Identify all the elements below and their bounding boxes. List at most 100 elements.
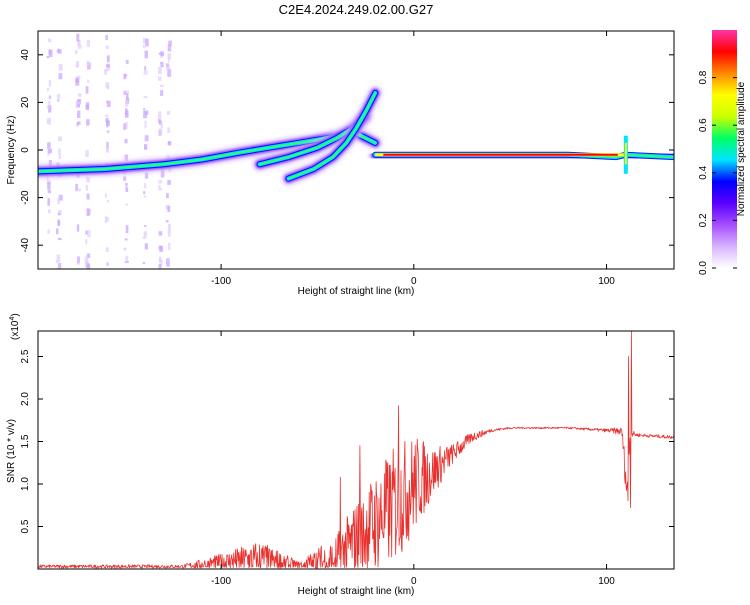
heatmap-speckle — [158, 264, 162, 269]
heatmap-speckle — [48, 160, 52, 166]
spectrogram-x-tick-label: 0 — [411, 276, 417, 287]
heatmap-ridges — [38, 85, 674, 186]
heatmap-speckle — [75, 77, 80, 83]
heatmap-speckle — [124, 99, 129, 107]
heatmap-speckle — [56, 254, 61, 263]
heatmap-speckle — [105, 247, 109, 252]
heatmap-speckle — [144, 224, 147, 228]
snr-y-ticks: 0.5 1.0 1.5 2.0 2.5 — [20, 349, 674, 533]
heatmap-speckle — [167, 231, 171, 237]
spectrogram-x-ticks: -100 0 100 — [211, 31, 615, 287]
heatmap-speckle — [57, 237, 62, 241]
heatmap-speckle — [166, 193, 169, 199]
heatmap-speckle — [86, 253, 91, 259]
heatmap-speckle — [76, 110, 81, 119]
colorbar: 0.0 0.2 0.4 0.6 0.8 Normalized spectral ampl… — [698, 30, 747, 275]
heatmap-speckle — [144, 137, 147, 142]
heatmap-speckle — [159, 84, 164, 88]
heatmap-speckle — [158, 111, 162, 120]
colorbar-tick-label: 0.8 — [698, 70, 709, 84]
heatmap-speckle — [123, 73, 127, 80]
heatmap-speckle — [106, 262, 109, 266]
snr-x-tick-label: 100 — [598, 576, 615, 587]
heatmap-speckle — [143, 231, 148, 236]
heatmap-speckle — [126, 93, 129, 101]
heatmap-speckle — [106, 199, 110, 203]
heatmap-speckle — [144, 243, 149, 250]
heatmap-speckle — [104, 193, 107, 198]
spectrogram-x-tick-label: 100 — [598, 276, 615, 287]
snr-frame — [37, 330, 675, 570]
heatmap-speckle — [48, 79, 51, 87]
heatmap-speckle — [85, 184, 89, 191]
heatmap-speckle — [165, 220, 169, 223]
heatmap-speckle — [85, 239, 88, 244]
heatmap-speckle — [76, 33, 80, 42]
heatmap-speckle — [159, 259, 163, 266]
heatmap-speckle — [158, 128, 163, 135]
heatmap-speckle — [77, 43, 81, 46]
heatmap-speckle — [143, 233, 147, 238]
heatmap-speckle — [106, 120, 109, 128]
heatmap-speckle — [125, 59, 129, 64]
heatmap-speckle — [124, 260, 129, 264]
heatmap-speckle — [58, 154, 61, 160]
snr-y-tick-label: 2.5 — [20, 349, 31, 363]
snr-x-tick-label: -100 — [211, 576, 231, 587]
heatmap-speckle — [144, 183, 147, 189]
colorbar-label: Normalized spectral amplitude — [736, 81, 747, 216]
heatmap-speckle — [56, 94, 61, 99]
heatmap-speckle — [76, 261, 80, 265]
figure-title: C2E4.2024.249.02.00.G27 — [279, 2, 434, 17]
snr-x-ticks: -100 0 100 — [211, 331, 615, 587]
heatmap-speckle — [144, 110, 149, 115]
snr-plot-area — [38, 331, 674, 569]
heatmap-speckle — [160, 90, 164, 96]
heatmap-speckle — [46, 56, 50, 59]
spectrogram-y-ticks: -40 -20 0 20 40 — [20, 49, 674, 252]
heatmap-speckle — [166, 110, 170, 115]
heatmap-speckle — [104, 68, 107, 75]
heatmap-speckle — [158, 256, 162, 263]
snr-y-tick-label: 1.0 — [20, 477, 31, 491]
spectrogram-x-tick-label: -100 — [211, 276, 231, 287]
heatmap-speckle — [77, 256, 80, 264]
heatmap-speckle — [160, 61, 164, 65]
heatmap-speckle — [87, 63, 90, 69]
heatmap-speckle — [47, 189, 51, 194]
snr-y-tick-label: 2.0 — [20, 392, 31, 406]
heatmap-speckle — [76, 75, 81, 79]
heatmap-speckle — [58, 73, 63, 80]
svg-text:(x104): (x104) — [9, 313, 21, 340]
heatmap-speckle — [157, 76, 162, 81]
heatmap-speckle — [106, 141, 109, 149]
colorbar-tick-label: 0.2 — [698, 213, 709, 227]
spectrogram-y-tick-label: 0 — [20, 147, 31, 153]
heatmap-speckle — [125, 121, 128, 130]
colorbar-tick-label: 0.4 — [698, 165, 709, 179]
heatmap-speckle — [143, 195, 147, 198]
heatmap-speckle — [105, 63, 110, 68]
heatmap-speckle — [77, 98, 82, 105]
heatmap-speckle — [47, 182, 51, 190]
heatmap-speckle — [158, 66, 162, 75]
heatmap-speckle — [86, 119, 90, 126]
heatmap-speckle — [47, 209, 51, 214]
heatmap-speckle — [77, 45, 82, 49]
heatmap-speckle — [167, 44, 172, 52]
heatmap-speckle — [48, 117, 51, 125]
heatmap-speckle — [47, 142, 51, 149]
heatmap-speckle — [167, 57, 170, 63]
heatmap-speckle — [125, 183, 128, 187]
heatmap-speckle — [105, 217, 109, 222]
spectrogram-y-tick-label: 20 — [20, 96, 31, 108]
heatmap-speckle — [85, 104, 89, 109]
heatmap-speckle — [124, 238, 128, 241]
heatmap-speckle — [56, 228, 59, 235]
heatmap-speckle — [124, 154, 129, 162]
heatmap-speckle — [76, 121, 81, 125]
heatmap-speckle — [106, 100, 111, 107]
heatmap-speckle — [58, 63, 63, 71]
heatmap-speckle — [105, 146, 110, 153]
